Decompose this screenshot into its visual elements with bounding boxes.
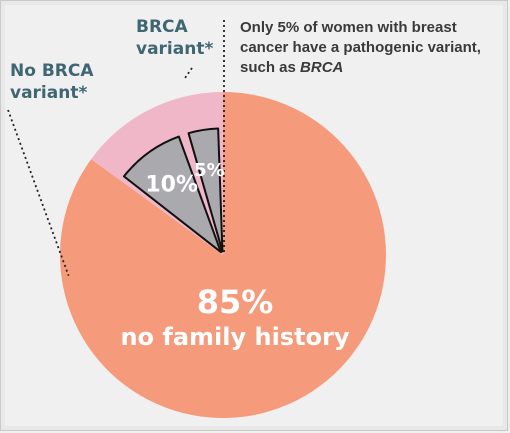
pie-slice-no-family-history <box>59 92 387 418</box>
slice-label-no-family-history-text: no family history <box>120 323 349 351</box>
callout-no-brca-variant: No BRCA variant* <box>10 60 94 104</box>
callout-brca-line1: BRCA <box>136 17 188 37</box>
annotation-text: Only 5% of women with breast cancer have… <box>240 18 505 78</box>
slice-label-brca-variant: 5% <box>194 160 225 181</box>
guide-line-brca <box>184 67 193 79</box>
pie-slice-no-brca-variant <box>122 135 222 254</box>
callout-nobrca-line2: variant* <box>10 83 88 103</box>
slice-label-no-brca-variant: 10% <box>145 172 198 197</box>
callout-brca-variant: BRCA variant* <box>136 16 213 60</box>
slice-label-no-family-history-percent: 85% <box>197 283 274 321</box>
callout-brca-line2: variant* <box>136 39 214 59</box>
callout-nobrca-line1: No BRCA <box>10 61 94 81</box>
annotation-text-emphasis: BRCA <box>300 59 344 76</box>
annotation-text-main: Only 5% of women with breast cancer have… <box>240 19 481 76</box>
pie-slice-brca-variant <box>187 127 224 253</box>
guide-line-no-brca <box>7 109 70 276</box>
